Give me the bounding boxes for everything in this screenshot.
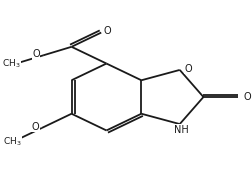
Text: O: O	[32, 49, 40, 59]
Text: CH$_3$: CH$_3$	[3, 136, 21, 148]
Text: O: O	[32, 122, 40, 132]
Text: O: O	[243, 92, 251, 102]
Text: O: O	[185, 64, 193, 74]
Text: NH: NH	[174, 125, 188, 135]
Text: CH$_3$: CH$_3$	[2, 58, 20, 70]
Text: O: O	[104, 26, 111, 36]
